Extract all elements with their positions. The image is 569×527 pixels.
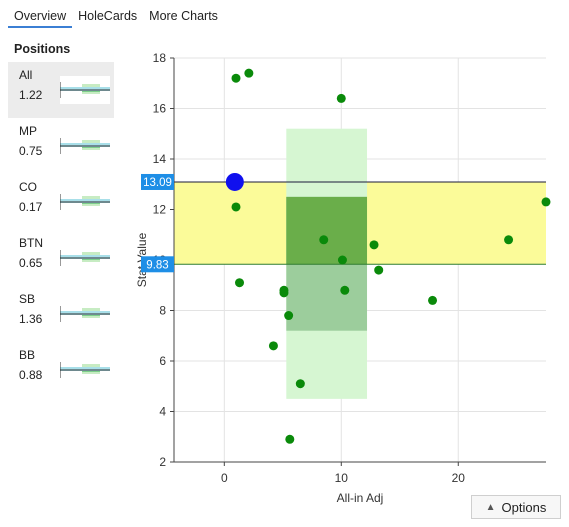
x-tick-label: 10 — [335, 471, 349, 485]
position-name: CO — [19, 180, 37, 194]
position-item-mp[interactable]: MP 0.75 — [8, 118, 114, 174]
chevron-up-icon: ▲ — [485, 501, 496, 513]
data-point — [340, 285, 350, 295]
position-item-co[interactable]: CO 0.17 — [8, 174, 114, 230]
position-sparkline — [60, 250, 110, 266]
y-tick-label: 2 — [159, 455, 166, 469]
tab-holecards[interactable]: HoleCards — [78, 9, 138, 23]
data-point — [541, 197, 551, 207]
data-point — [268, 341, 278, 351]
highlight-point — [225, 172, 244, 191]
y-tick-label: 4 — [159, 405, 166, 419]
position-name: BB — [19, 348, 36, 362]
data-point — [231, 73, 241, 83]
position-value: 1.36 — [19, 312, 43, 326]
upper-line-label-bg — [141, 173, 174, 190]
data-point — [284, 311, 294, 321]
x-tick-label: 20 — [452, 471, 466, 485]
options-button[interactable]: ▲ Options — [471, 495, 561, 519]
data-point — [369, 240, 379, 250]
position-name: SB — [19, 292, 36, 306]
x-tick-label: 0 — [221, 471, 228, 485]
positions-title: Positions — [14, 42, 71, 56]
position-sparkline — [60, 306, 110, 322]
y-tick-label: 16 — [153, 102, 167, 116]
position-value: 0.17 — [19, 200, 43, 214]
data-point — [244, 68, 254, 78]
position-value: 0.88 — [19, 368, 43, 382]
position-value: 0.65 — [19, 256, 43, 270]
data-point — [285, 434, 295, 444]
y-tick-label: 18 — [153, 51, 167, 65]
lower-line-label-bg — [141, 256, 174, 273]
data-point — [279, 288, 289, 298]
positions-sidebar: Positions All 1.22 MP 0.75 CO 0.17 BTN 0.65 SB 1.… — [8, 40, 118, 398]
upper-line-label: 13.09 — [143, 177, 172, 189]
position-sparkline — [60, 138, 110, 154]
options-label: Options — [501, 499, 547, 515]
data-point — [319, 235, 329, 245]
position-name: MP — [19, 124, 37, 138]
overlap-band — [286, 196, 368, 265]
data-point — [235, 278, 245, 288]
position-value: 0.75 — [19, 144, 43, 158]
position-name: All — [19, 68, 33, 82]
tab-overview[interactable]: Overview — [8, 6, 73, 28]
y-tick-label: 6 — [159, 354, 166, 368]
position-value: 1.22 — [19, 88, 43, 102]
data-point — [428, 295, 438, 305]
y-tick-label: 14 — [153, 152, 167, 166]
tab-bar: Overview HoleCards More Charts — [8, 6, 224, 28]
position-item-btn[interactable]: BTN 0.65 — [8, 230, 114, 286]
y-tick-label: 8 — [159, 304, 166, 318]
lower-line-label: 9.83 — [146, 259, 168, 271]
data-point — [336, 93, 346, 103]
x-axis-label: All-in Adj — [337, 491, 384, 505]
position-sparkline — [60, 76, 110, 104]
data-point — [504, 235, 514, 245]
position-item-all[interactable]: All 1.22 — [8, 62, 114, 118]
y-tick-label: 12 — [153, 203, 167, 217]
data-point — [374, 265, 384, 275]
position-item-bb[interactable]: BB 0.88 — [8, 342, 114, 398]
data-point — [337, 255, 347, 265]
tab-more-charts[interactable]: More Charts — [149, 9, 218, 23]
data-point — [295, 379, 305, 389]
data-point — [231, 202, 241, 212]
position-sparkline — [60, 362, 110, 378]
position-item-sb[interactable]: SB 1.36 — [8, 286, 114, 342]
position-sparkline — [60, 194, 110, 210]
position-name: BTN — [19, 236, 43, 250]
